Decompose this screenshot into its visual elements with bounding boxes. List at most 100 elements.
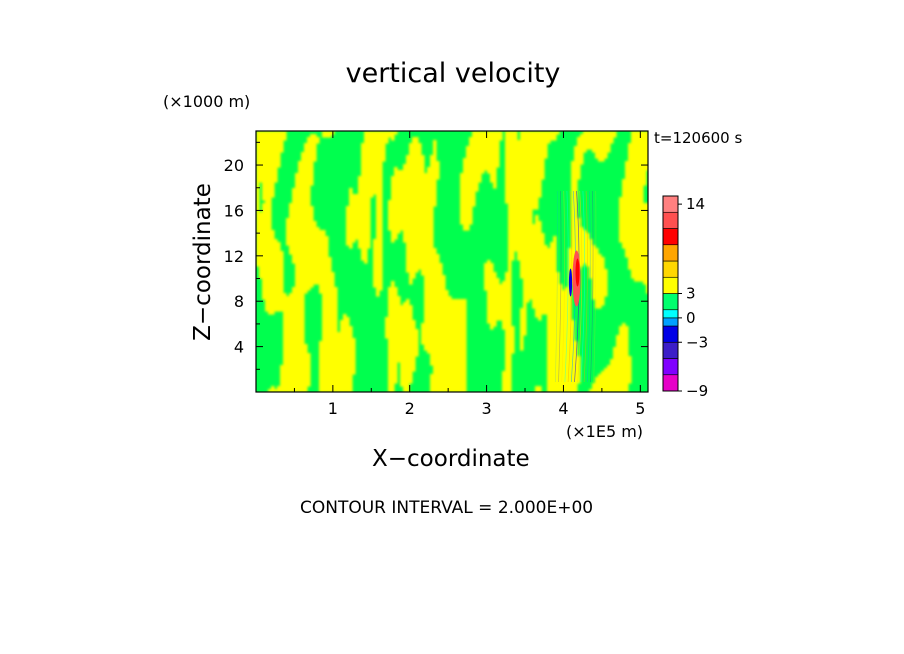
field-cell — [277, 293, 281, 297]
field-cell — [529, 215, 533, 219]
field-cell — [295, 236, 299, 240]
field-cell — [436, 173, 440, 177]
field-cell — [637, 167, 641, 171]
field-cell — [298, 260, 302, 264]
field-cell — [256, 149, 260, 153]
field-cell — [520, 176, 524, 180]
field-cell — [439, 293, 443, 297]
field-cell — [517, 245, 521, 249]
field-cell — [376, 200, 380, 204]
field-cell — [409, 188, 413, 192]
field-cell — [322, 314, 326, 318]
field-cell — [463, 164, 467, 168]
field-cell — [418, 254, 422, 258]
field-cell — [295, 362, 299, 366]
field-cell — [490, 311, 494, 315]
field-cell — [646, 155, 648, 159]
field-cell — [295, 350, 299, 354]
field-cell — [397, 344, 401, 348]
field-cell — [625, 356, 629, 360]
field-cell — [598, 131, 602, 135]
field-cell — [298, 284, 302, 288]
field-cell — [373, 182, 377, 186]
field-cell — [415, 251, 419, 255]
field-cell — [421, 248, 425, 252]
field-cell — [640, 140, 644, 144]
field-cell — [418, 158, 422, 162]
field-cell — [364, 164, 368, 168]
field-cell — [412, 209, 416, 213]
field-cell — [400, 215, 404, 219]
field-cell — [292, 305, 296, 309]
field-cell — [583, 134, 587, 138]
field-cell — [361, 209, 365, 213]
field-cell — [553, 320, 557, 324]
field-cell — [274, 179, 278, 183]
field-cell — [445, 305, 449, 309]
field-cell — [538, 275, 542, 279]
field-cell — [640, 149, 644, 153]
field-cell — [595, 302, 599, 306]
field-cell — [307, 164, 311, 168]
field-cell — [427, 212, 431, 216]
field-cell — [631, 188, 635, 192]
field-cell — [358, 206, 362, 210]
field-cell — [391, 302, 395, 306]
field-cell — [469, 140, 473, 144]
field-cell — [304, 269, 308, 273]
field-cell — [562, 326, 566, 330]
field-cell — [547, 299, 551, 303]
field-cell — [550, 323, 554, 327]
field-cell — [595, 248, 599, 252]
field-cell — [433, 185, 437, 189]
field-cell — [637, 137, 641, 141]
field-cell — [616, 341, 620, 345]
field-cell — [520, 215, 524, 219]
field-cell — [328, 272, 332, 276]
field-cell — [550, 356, 554, 360]
field-cell — [520, 326, 524, 330]
field-cell — [418, 149, 422, 153]
field-cell — [301, 179, 305, 183]
field-cell — [601, 131, 605, 135]
field-cell — [529, 206, 533, 210]
field-cell — [631, 203, 635, 207]
field-cell — [400, 194, 404, 198]
field-cell — [397, 182, 401, 186]
field-cell — [403, 233, 407, 237]
field-cell — [313, 263, 317, 267]
field-cell — [487, 299, 491, 303]
field-cell — [391, 185, 395, 189]
field-cell — [388, 326, 392, 330]
field-cell — [286, 332, 290, 336]
field-cell — [430, 176, 434, 180]
field-cell — [484, 284, 488, 288]
field-cell — [640, 191, 644, 195]
field-cell — [628, 203, 632, 207]
field-cell — [292, 341, 296, 345]
field-cell — [304, 260, 308, 264]
field-cell — [286, 362, 290, 366]
field-cell — [442, 287, 446, 291]
field-cell — [418, 212, 422, 216]
field-cell — [301, 314, 305, 318]
field-cell — [304, 350, 308, 354]
field-cell — [604, 152, 608, 156]
field-cell — [340, 335, 344, 339]
x-axis-unit: (×1E5 m) — [566, 422, 644, 441]
field-cell — [421, 233, 425, 237]
field-cell — [265, 218, 269, 222]
field-cell — [637, 164, 641, 168]
field-cell — [640, 227, 644, 231]
field-cell — [604, 272, 608, 276]
field-cell — [544, 266, 548, 270]
field-cell — [364, 239, 368, 243]
field-cell — [553, 332, 557, 336]
field-cell — [268, 191, 272, 195]
field-cell — [634, 248, 638, 252]
field-cell — [364, 257, 368, 261]
field-cell — [364, 167, 368, 171]
field-cell — [439, 308, 443, 312]
field-cell — [601, 152, 605, 156]
field-cell — [532, 140, 536, 144]
